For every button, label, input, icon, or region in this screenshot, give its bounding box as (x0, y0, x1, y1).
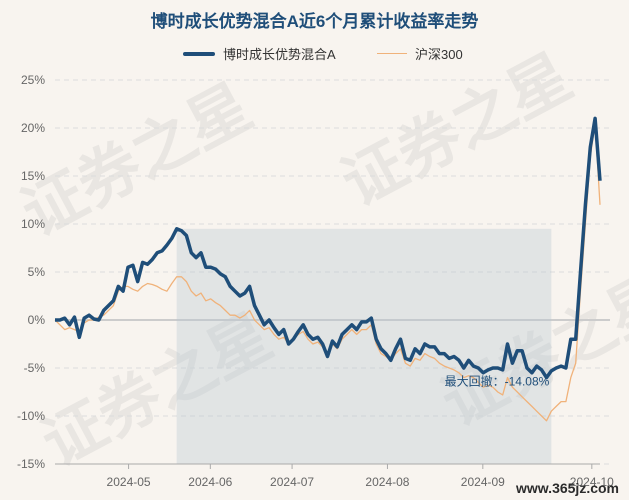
x-tick-label: 2024-06 (188, 475, 232, 489)
max-drawdown-label: 最大回撤：-14.08% (445, 373, 550, 388)
y-tick-label: -5% (24, 361, 46, 375)
y-tick-label: 0% (28, 313, 46, 327)
legend-label-fund: 博时成长优势混合A (223, 47, 336, 62)
footer-text: www.365jz.com (516, 480, 619, 496)
y-tick-label: -15% (17, 457, 45, 471)
legend-swatch-index (377, 52, 407, 55)
legend: 博时成长优势混合A 沪深300 (0, 44, 629, 64)
legend-label-index: 沪深300 (415, 47, 463, 62)
y-tick-label: 5% (28, 265, 46, 279)
y-tick-label: 25% (21, 73, 45, 87)
max-drawdown-area (176, 228, 552, 464)
x-tick-label: 2024-05 (107, 475, 151, 489)
series-line-fund (55, 116, 602, 380)
y-tick-label: 15% (21, 169, 45, 183)
y-tick-label: 20% (21, 121, 45, 135)
y-tick-label: -10% (17, 409, 45, 423)
legend-swatch-fund (183, 51, 215, 56)
legend-item-fund: 博时成长优势混合A (183, 44, 336, 63)
x-tick-label: 2024-08 (365, 475, 409, 489)
x-tick-label: 2024-10 (570, 475, 614, 489)
x-tick-label: 2024-09 (461, 475, 505, 489)
legend-item-index: 沪深300 (377, 44, 463, 63)
x-tick-label: 2024-07 (270, 475, 314, 489)
y-tick-label: 10% (21, 217, 45, 231)
chart-title: 博时成长优势混合A近6个月累计收益率走势 (150, 12, 479, 31)
